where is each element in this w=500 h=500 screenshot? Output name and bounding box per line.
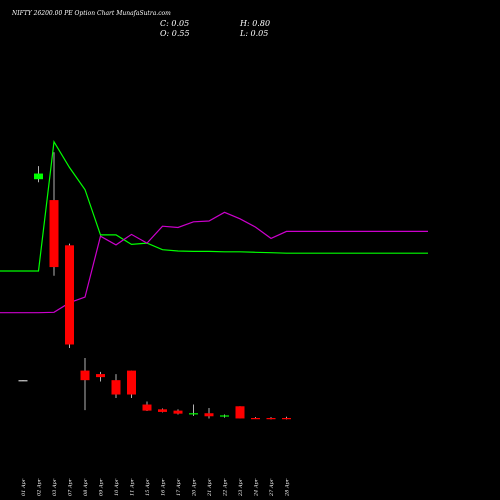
x-tick-label: 01 Apr	[21, 478, 27, 496]
candle-body	[220, 415, 229, 417]
low-value: L: 0.05	[239, 29, 268, 38]
candle-body	[111, 380, 121, 395]
candle-body	[34, 173, 43, 180]
x-tick-label: 21 Apr	[207, 478, 213, 497]
candle-body	[49, 200, 59, 268]
candle-body	[96, 374, 105, 378]
x-tick-label: 07 Apr	[68, 478, 74, 496]
candle-body	[127, 370, 136, 395]
candle-body	[251, 418, 260, 420]
x-tick-label: 02 Apr	[37, 478, 43, 496]
purple-indicator-line	[0, 211, 428, 314]
x-tick-label: 17 Apr	[176, 478, 182, 496]
x-tick-label: 08 Apr	[83, 478, 89, 496]
x-axis-tick-labels: 01 Apr 02 Apr 03 Apr 07 Apr 08 Apr 09 Apr 10 A…	[21, 478, 291, 497]
candle-body	[266, 418, 276, 420]
x-tick-label: 27 Apr	[269, 478, 275, 497]
candle-body	[189, 413, 198, 415]
x-tick-label: 28 Apr	[285, 478, 291, 497]
candle-body	[142, 404, 152, 411]
candle-body	[173, 410, 183, 414]
x-tick-label: 11 Apr	[130, 478, 136, 496]
x-tick-label: 15 Apr	[145, 478, 151, 496]
x-tick-label: 22 Apr	[223, 478, 229, 497]
x-tick-label: 10 Apr	[114, 478, 120, 496]
x-tick-label: 24 Apr	[254, 478, 260, 497]
x-tick-label: 16 Apr	[161, 478, 167, 496]
candle-body	[282, 418, 291, 420]
candles-group	[18, 152, 291, 420]
open-value: O: 0.55	[160, 29, 190, 38]
x-tick-label: 23 Apr	[238, 478, 244, 497]
candle-body	[18, 380, 28, 382]
green-indicator-line	[0, 139, 428, 272]
close-value: C: 0.05	[160, 19, 189, 28]
candle-body	[80, 370, 90, 381]
x-tick-label: 20 Apr	[192, 478, 198, 497]
high-value: H: 0.80	[239, 19, 270, 28]
candle-body	[204, 413, 214, 417]
indicator-lines	[0, 139, 428, 314]
candle-body	[235, 406, 245, 419]
x-tick-label: 09 Apr	[99, 478, 105, 496]
candle-body	[158, 409, 167, 412]
candle-body	[65, 245, 74, 345]
x-tick-label: 03 Apr	[52, 478, 58, 496]
chart-title: NIFTY 26200.00 PE Option Chart MunafaSut…	[11, 10, 171, 17]
